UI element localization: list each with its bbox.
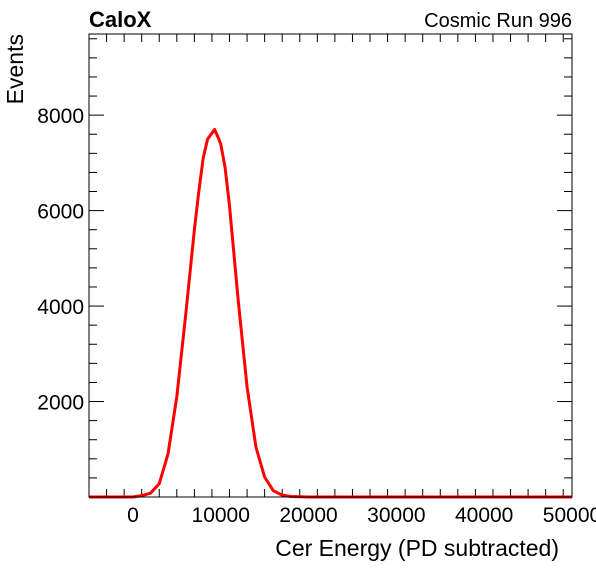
histogram-line bbox=[89, 128, 572, 499]
x-tick-label: 50000 bbox=[543, 504, 596, 527]
y-axis-label: Events bbox=[2, 34, 28, 104]
y-tick-label: 2000 bbox=[37, 392, 84, 415]
series-group bbox=[89, 128, 572, 499]
x-tick-label: 0 bbox=[127, 504, 139, 527]
x-tick-label: 10000 bbox=[192, 504, 250, 527]
x-axis-label: Cer Energy (PD subtracted) bbox=[275, 535, 559, 561]
x-tick-label: 20000 bbox=[279, 504, 337, 527]
plot-frame bbox=[88, 33, 573, 498]
y-tick-label: 8000 bbox=[37, 105, 84, 128]
run-label: Cosmic Run 996 bbox=[424, 10, 572, 32]
y-tick-label: 6000 bbox=[37, 201, 84, 224]
axis-ticks bbox=[88, 34, 572, 498]
x-tick-label: 30000 bbox=[367, 504, 425, 527]
x-tick-label: 40000 bbox=[455, 504, 513, 527]
experiment-label: CaloX bbox=[89, 7, 152, 32]
y-tick-label: 4000 bbox=[37, 296, 84, 319]
axis-tick-labels: 0 10000 20000 30000 40000 50000 2000 4000 6000 80… bbox=[37, 105, 596, 527]
